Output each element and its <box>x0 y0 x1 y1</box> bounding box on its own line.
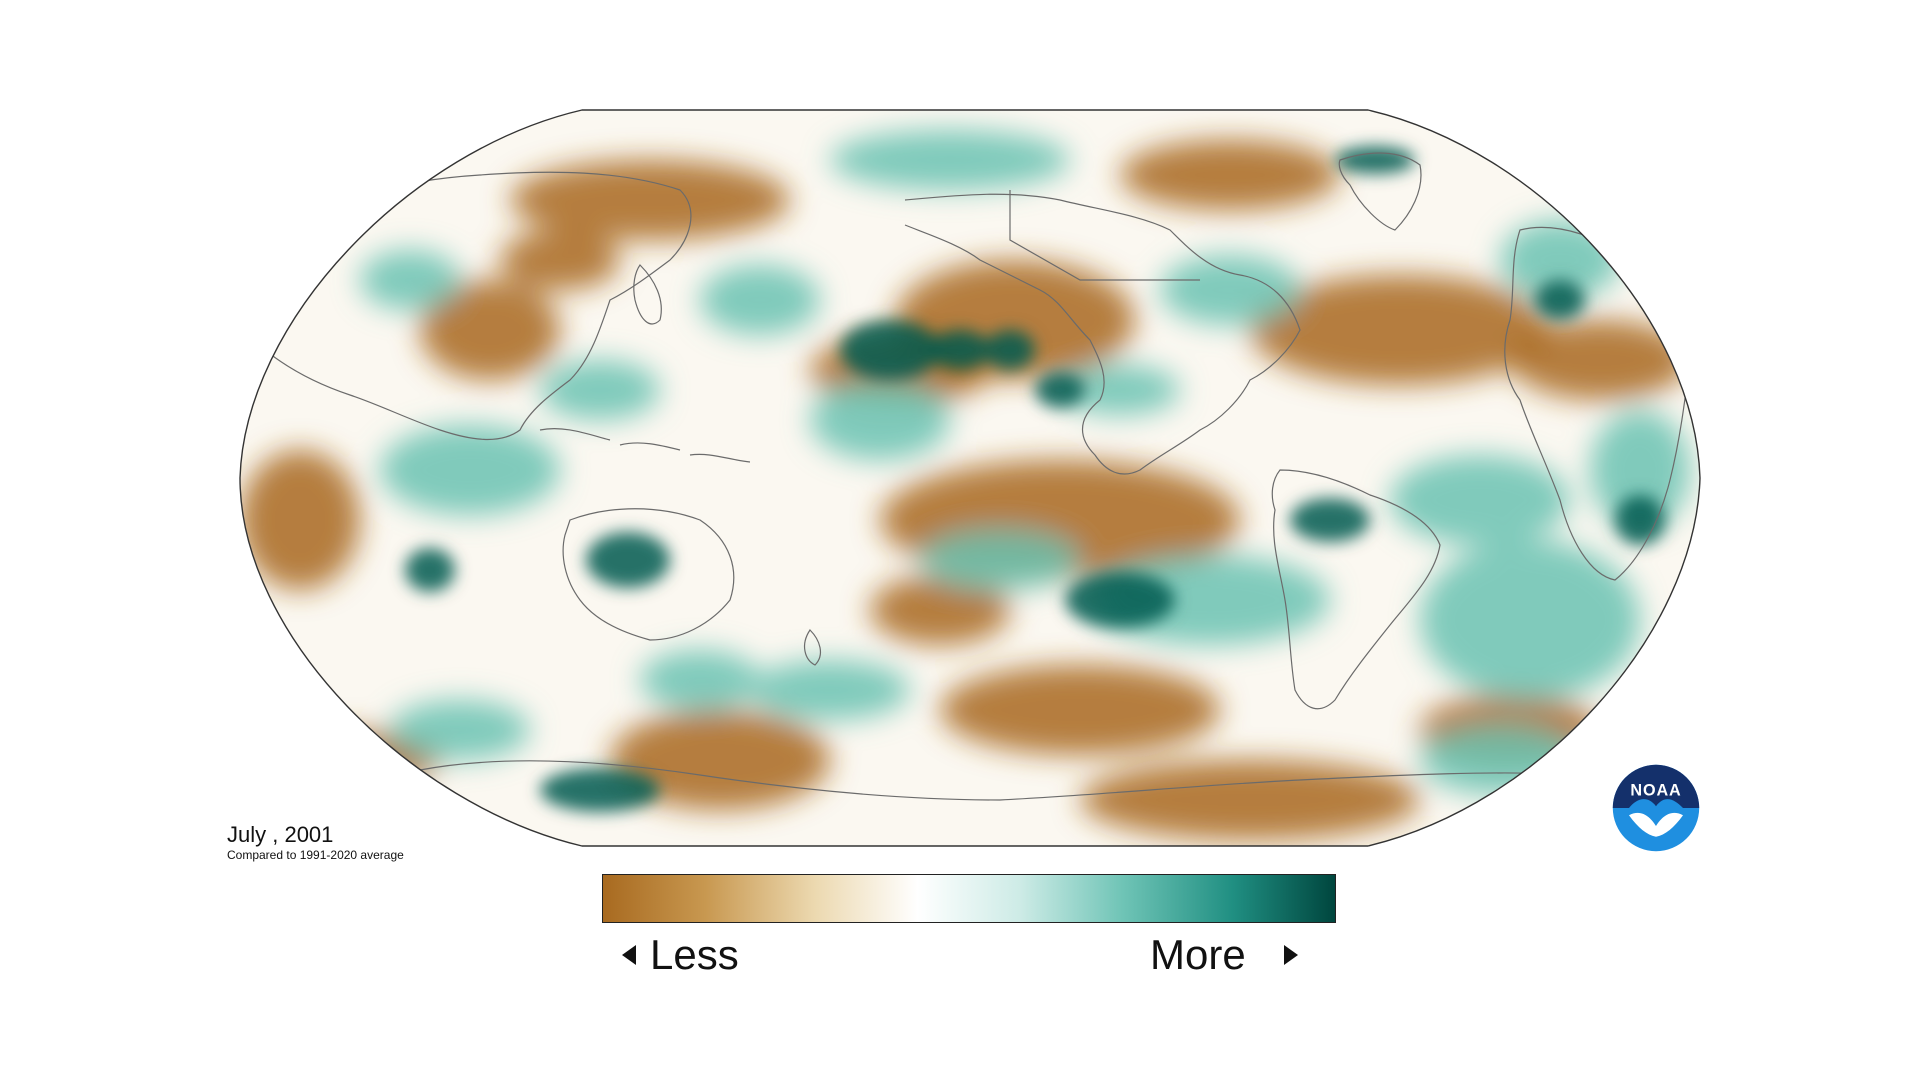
anomaly-patch <box>1080 760 1420 840</box>
anomaly-patch <box>500 230 620 290</box>
right-arrow-icon <box>1283 945 1298 965</box>
noaa-logo: NOAA <box>1612 764 1700 852</box>
anomaly-patch <box>1290 498 1370 542</box>
noaa-logo-text: NOAA <box>1630 781 1681 799</box>
anomaly-patch <box>1510 320 1690 400</box>
legend-less-label: Less <box>650 931 739 978</box>
anomaly-patch <box>1420 725 1580 795</box>
legend-less: Less <box>622 930 739 980</box>
anomaly-patch <box>390 700 530 760</box>
anomaly-blobs <box>240 130 1690 840</box>
anomaly-patch <box>586 532 670 588</box>
anomaly-patch <box>1060 365 1180 415</box>
anomaly-blobs-strong <box>405 146 1665 812</box>
anomaly-patch <box>405 548 455 592</box>
anomaly-patch <box>1615 495 1665 545</box>
anomaly-patch <box>810 380 950 460</box>
anomaly-patch <box>360 250 460 310</box>
map-outline <box>239 109 1701 847</box>
anomaly-patch <box>1390 455 1570 545</box>
colorbar <box>602 874 1336 923</box>
baseline-subtitle: Compared to 1991-2020 average <box>227 848 404 862</box>
anomaly-patch <box>420 280 560 380</box>
anomaly-patch <box>840 320 940 380</box>
anomaly-patch <box>1590 410 1690 530</box>
anomaly-field <box>240 110 1700 846</box>
anomaly-patch <box>380 425 560 515</box>
left-arrow-icon <box>622 945 636 965</box>
anomaly-patch <box>540 768 660 812</box>
date-label: July , 2001 <box>227 822 334 847</box>
noaa-bird-icon <box>1629 812 1683 837</box>
anomaly-patch <box>240 450 360 590</box>
anomaly-patch <box>1335 146 1415 174</box>
anomaly-patch <box>1250 275 1550 385</box>
anomaly-patch <box>985 330 1035 370</box>
anomaly-patch <box>640 650 760 710</box>
noaa-logo-top <box>1612 764 1700 808</box>
legend-more-label: More <box>1150 931 1246 978</box>
legend-more: More <box>1150 930 1298 980</box>
anomaly-patch <box>1420 540 1640 700</box>
anomaly-patch <box>700 265 820 335</box>
anomaly-patch <box>510 160 790 240</box>
anomaly-patch <box>830 130 1070 190</box>
anomaly-patch <box>940 665 1220 755</box>
anomaly-patch <box>870 575 1010 645</box>
anomaly-patch <box>1120 140 1340 210</box>
anomaly-patch <box>1035 372 1085 408</box>
anomaly-patch <box>1535 280 1585 320</box>
anomaly-patch <box>1160 255 1300 325</box>
anomaly-patch <box>1065 572 1175 628</box>
anomaly-patch <box>930 330 990 370</box>
anomaly-patch <box>750 660 910 720</box>
anomaly-patch <box>920 530 1080 590</box>
anomaly-patch <box>540 360 660 420</box>
